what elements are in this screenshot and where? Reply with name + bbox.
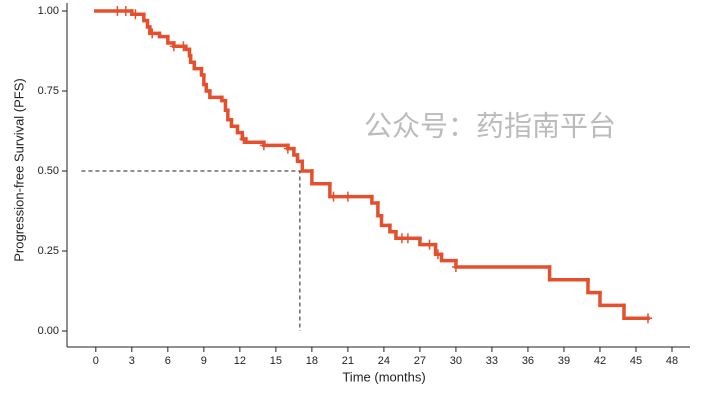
x-tick-label: 18 (306, 355, 318, 367)
censor-mark (403, 233, 412, 244)
y-axis-label: Progression-free Survival (PFS) (11, 78, 26, 262)
survival-step (388, 223, 398, 234)
x-tick-label: 45 (630, 355, 642, 367)
x-tick-label: 33 (486, 355, 498, 367)
y-tick-label: 0.50 (38, 165, 59, 177)
y-tick-label: 0.25 (38, 245, 59, 257)
survival-step (418, 236, 438, 247)
censor-mark (259, 140, 268, 151)
survival-step (454, 258, 552, 269)
y-tick-label: 0.00 (38, 325, 59, 337)
survival-step (192, 60, 204, 71)
survival-step (328, 182, 374, 199)
x-tick-label: 3 (129, 355, 135, 367)
survival-step (379, 214, 392, 228)
survival-step (370, 194, 380, 205)
censor-mark (451, 262, 460, 272)
y-tick-label: 1.00 (38, 5, 59, 17)
survival-step (622, 303, 650, 320)
x-axis-label: Time (months) (342, 369, 425, 384)
survival-step (300, 159, 314, 173)
survival-step (394, 230, 422, 240)
x-tick-label: 12 (234, 355, 246, 367)
x-tick-label: 48 (666, 355, 678, 367)
y-tick-label: 0.75 (38, 85, 59, 97)
survival-step (586, 278, 602, 295)
survival-step (439, 252, 458, 263)
x-tick-label: 42 (594, 355, 606, 367)
watermark: 公众号：药指南平台 (364, 110, 616, 141)
x-tick-label: 36 (522, 355, 534, 367)
x-tick-label: 21 (342, 355, 354, 367)
censor-mark (239, 134, 248, 144)
censor-mark (433, 249, 442, 260)
x-tick-label: 15 (270, 355, 282, 367)
censor-mark (343, 191, 352, 202)
censor-mark (425, 239, 434, 250)
survival-step (547, 265, 590, 282)
x-tick-label: 27 (414, 355, 426, 367)
x-tick-label: 39 (558, 355, 570, 367)
censor-mark (283, 143, 292, 154)
survival-step (229, 118, 240, 128)
censor-mark (113, 6, 122, 16)
survival-step (166, 34, 176, 45)
survival-step (310, 169, 332, 186)
survival-step (598, 290, 626, 308)
censor-mark (148, 28, 157, 39)
median-line (81, 170, 301, 331)
x-tick-label: 0 (93, 355, 99, 367)
x-tick-label: 9 (201, 355, 207, 367)
censor-mark (643, 313, 652, 324)
censor-mark (169, 41, 178, 52)
x-tick-label: 6 (165, 355, 171, 367)
survival-step (244, 137, 266, 144)
censor-mark (121, 6, 130, 16)
x-tick-label: 24 (378, 355, 390, 367)
survival-step (376, 201, 384, 218)
survival-step (157, 31, 170, 39)
censor-mark (179, 41, 188, 52)
censor-mark (329, 191, 338, 202)
survival-step (208, 89, 224, 100)
x-tick-label: 30 (450, 355, 462, 367)
censor-mark (131, 9, 140, 20)
